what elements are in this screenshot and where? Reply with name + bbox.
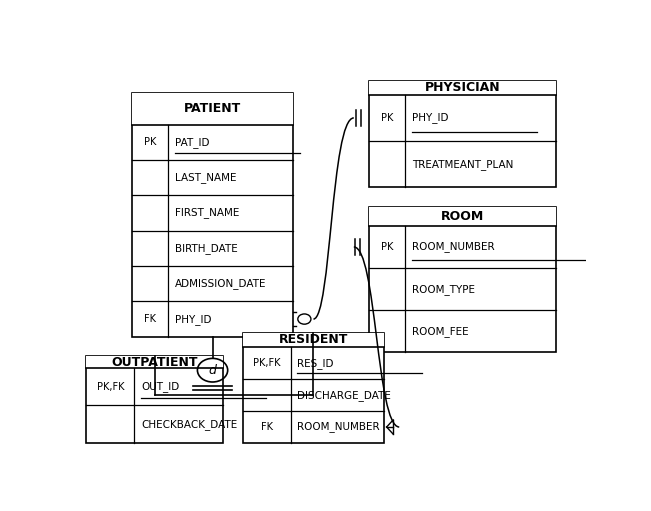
Text: PK: PK	[381, 113, 393, 123]
Text: ROOM_TYPE: ROOM_TYPE	[412, 284, 475, 295]
Text: PHY_ID: PHY_ID	[412, 112, 449, 123]
Text: PK: PK	[381, 242, 393, 252]
Text: PHYSICIAN: PHYSICIAN	[424, 81, 500, 95]
Text: RESIDENT: RESIDENT	[279, 334, 348, 346]
Text: FK: FK	[261, 422, 273, 432]
Text: PHY_ID: PHY_ID	[174, 314, 211, 324]
Bar	[132, 93, 293, 125]
Bar	[369, 81, 555, 187]
Bar	[87, 357, 223, 443]
Bar	[243, 333, 384, 443]
Text: PK: PK	[144, 137, 156, 147]
Text: PK,FK: PK,FK	[96, 382, 124, 391]
Text: FIRST_NAME: FIRST_NAME	[174, 207, 239, 218]
Text: RES_ID: RES_ID	[298, 358, 334, 368]
Text: d: d	[208, 364, 217, 377]
Text: ROOM_FEE: ROOM_FEE	[412, 326, 469, 337]
Text: CHECKBACK_DATE: CHECKBACK_DATE	[141, 419, 237, 430]
Text: PAT_ID: PAT_ID	[174, 137, 209, 148]
Bar	[132, 93, 293, 337]
Text: ROOM_NUMBER: ROOM_NUMBER	[298, 422, 380, 432]
Bar	[243, 333, 384, 347]
Bar	[369, 81, 555, 95]
Bar	[87, 357, 223, 368]
Text: OUT_ID: OUT_ID	[141, 381, 179, 392]
Text: ADMISSION_DATE: ADMISSION_DATE	[174, 278, 266, 289]
Text: ROOM: ROOM	[441, 210, 484, 223]
Text: PK,FK: PK,FK	[253, 358, 281, 368]
Text: DISCHARGE_DATE: DISCHARGE_DATE	[298, 389, 391, 401]
Bar	[369, 207, 555, 226]
Text: TREATMEANT_PLAN: TREATMEANT_PLAN	[412, 159, 513, 170]
Text: LAST_NAME: LAST_NAME	[174, 172, 236, 183]
Text: PATIENT: PATIENT	[184, 102, 241, 115]
Text: BIRTH_DATE: BIRTH_DATE	[174, 243, 238, 254]
Text: OUTPATIENT: OUTPATIENT	[111, 356, 198, 368]
Text: ROOM_NUMBER: ROOM_NUMBER	[412, 242, 495, 252]
Bar	[369, 207, 555, 353]
Text: FK: FK	[144, 314, 156, 324]
